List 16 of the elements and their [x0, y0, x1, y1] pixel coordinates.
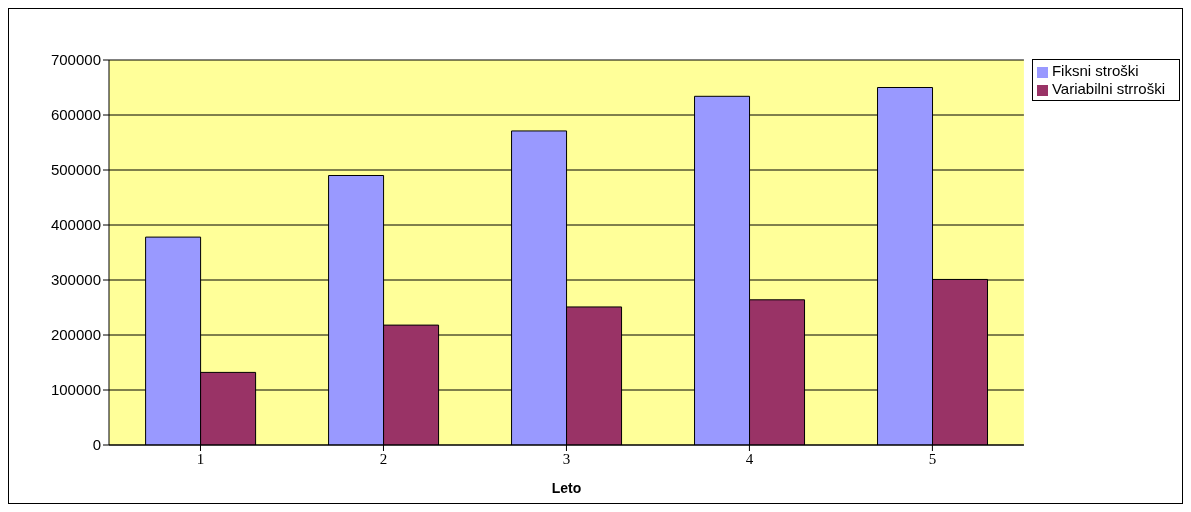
y-tick-label: 400000 [50, 216, 101, 234]
x-tick-label: 2 [379, 450, 388, 467]
y-tick-label: 500000 [50, 161, 101, 179]
legend-label: Fiksni stroški [1051, 62, 1139, 79]
y-tick-label: 0 [92, 436, 101, 454]
x-tick-label: 1 [196, 450, 205, 467]
y-tick-label: 600000 [50, 106, 101, 124]
x-tick-label: 4 [745, 450, 754, 467]
x-tick-label: 3 [562, 450, 571, 467]
legend-label: Variabilni strroški [1051, 80, 1165, 97]
y-tick-label: 200000 [50, 326, 101, 344]
x-axis-title: Leto [551, 480, 582, 496]
y-tick-label: 300000 [50, 271, 101, 289]
y-tick-label: 700000 [50, 51, 101, 69]
x-tick-label: 5 [928, 450, 937, 467]
y-tick-label: 100000 [50, 381, 101, 399]
